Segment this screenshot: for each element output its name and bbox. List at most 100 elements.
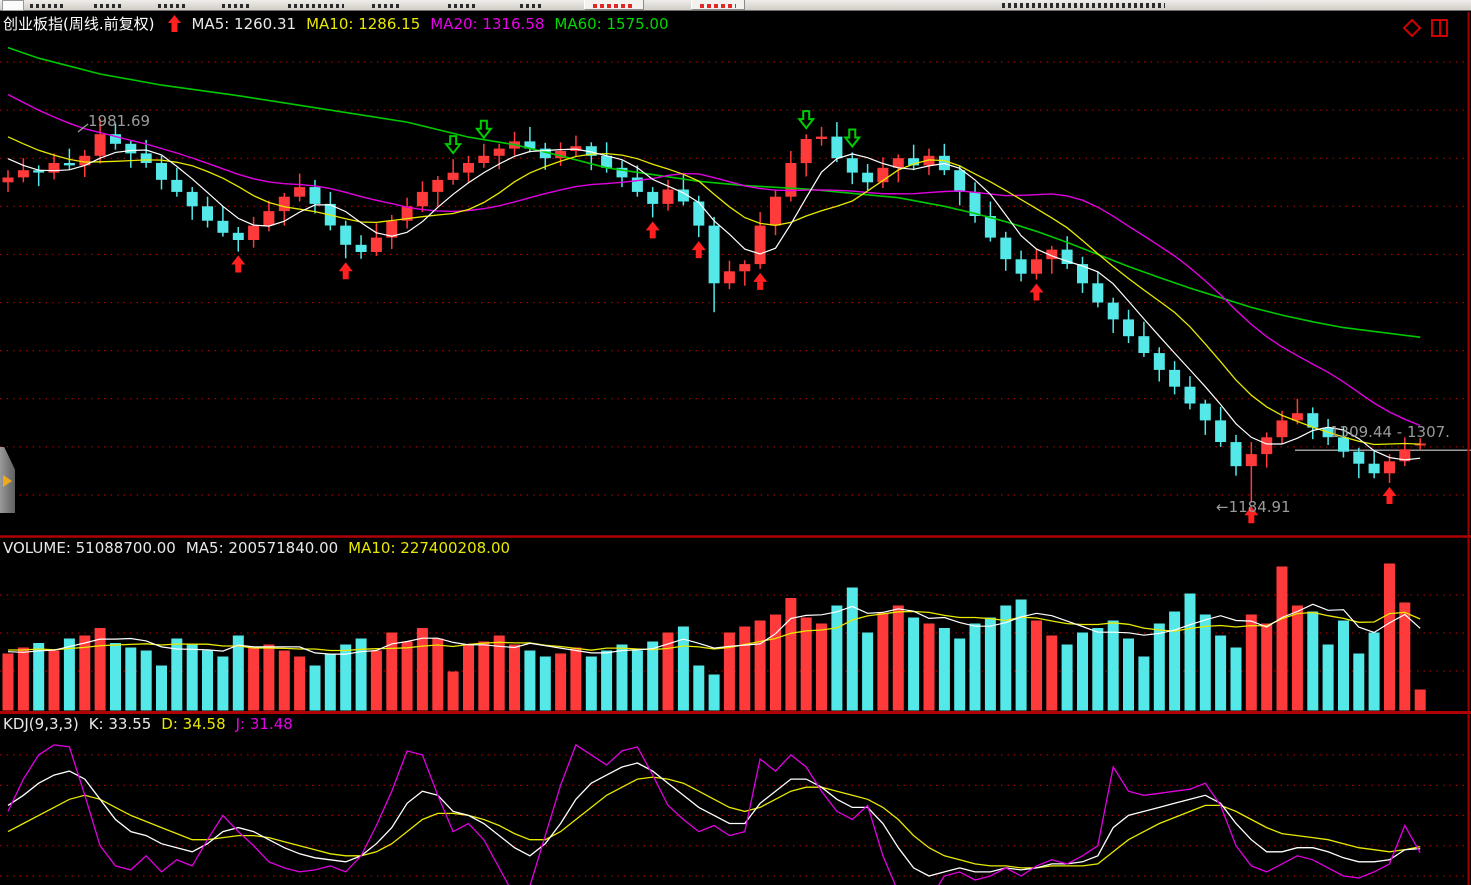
- volume-bar[interactable]: [63, 638, 75, 711]
- candle[interactable]: [1230, 442, 1242, 467]
- volume-bar[interactable]: [94, 628, 106, 711]
- volume-bar[interactable]: [324, 653, 336, 711]
- volume-bar[interactable]: [770, 614, 781, 711]
- volume-bar[interactable]: [401, 641, 413, 711]
- candle[interactable]: [110, 134, 121, 144]
- volume-bar[interactable]: [1184, 593, 1196, 711]
- candle[interactable]: [217, 220, 229, 233]
- volume-bar[interactable]: [1368, 632, 1380, 711]
- candle[interactable]: [79, 155, 91, 166]
- volume-bar[interactable]: [278, 650, 290, 711]
- candle[interactable]: [1353, 451, 1365, 464]
- volume-bar[interactable]: [125, 647, 137, 711]
- candle[interactable]: [616, 167, 628, 178]
- volume-bar[interactable]: [2, 653, 14, 711]
- volume-bar[interactable]: [984, 617, 996, 711]
- volume-bar[interactable]: [662, 632, 674, 711]
- candle[interactable]: [969, 191, 981, 216]
- volume-bar[interactable]: [140, 650, 152, 711]
- volume-bar[interactable]: [739, 626, 751, 711]
- volume-bar[interactable]: [1338, 620, 1349, 711]
- volume-bar[interactable]: [509, 644, 520, 711]
- toolbar-menu-item[interactable]: [222, 4, 252, 8]
- volume-bar[interactable]: [217, 656, 229, 711]
- volume-bar[interactable]: [416, 628, 428, 711]
- candle[interactable]: [432, 179, 444, 192]
- candle[interactable]: [708, 225, 720, 284]
- volume-bar[interactable]: [1215, 635, 1227, 711]
- volume-bar[interactable]: [1230, 647, 1242, 711]
- volume-bar[interactable]: [186, 644, 198, 711]
- candle[interactable]: [1046, 249, 1058, 260]
- candle[interactable]: [63, 163, 75, 166]
- candle[interactable]: [677, 189, 689, 202]
- candle[interactable]: [1077, 264, 1088, 284]
- sidebar-collapse-handle[interactable]: [0, 447, 15, 513]
- candle[interactable]: [524, 141, 536, 149]
- candle[interactable]: [416, 191, 428, 207]
- candle[interactable]: [1123, 319, 1134, 337]
- volume-bar[interactable]: [1092, 628, 1104, 711]
- candle[interactable]: [539, 148, 551, 159]
- candle[interactable]: [355, 244, 367, 252]
- volume-bar[interactable]: [202, 650, 213, 711]
- toolbar-menu-item[interactable]: [158, 4, 188, 8]
- candle[interactable]: [478, 155, 490, 163]
- candle[interactable]: [693, 201, 705, 226]
- volume-bar[interactable]: [555, 653, 567, 711]
- candle[interactable]: [1000, 237, 1012, 260]
- volume-bar[interactable]: [785, 598, 797, 711]
- candle[interactable]: [601, 155, 613, 168]
- volume-bar[interactable]: [923, 623, 935, 711]
- candle[interactable]: [1199, 403, 1211, 421]
- volume-bar[interactable]: [463, 644, 474, 711]
- candle[interactable]: [33, 170, 45, 173]
- volume-bar[interactable]: [585, 656, 597, 711]
- toolbar-menu-item[interactable]: [288, 4, 344, 8]
- candle[interactable]: [862, 172, 874, 183]
- volume-bar[interactable]: [1414, 689, 1426, 711]
- candle[interactable]: [877, 167, 889, 183]
- volume-bar[interactable]: [1153, 623, 1165, 711]
- candle[interactable]: [263, 211, 275, 226]
- volume-bar[interactable]: [17, 647, 29, 711]
- volume-bar[interactable]: [862, 632, 874, 711]
- candle[interactable]: [156, 163, 167, 180]
- candle[interactable]: [723, 271, 735, 284]
- toolbar-red-button[interactable]: [691, 0, 745, 10]
- volume-bar[interactable]: [1261, 623, 1273, 711]
- candle[interactable]: [954, 170, 966, 192]
- volume-bar[interactable]: [831, 605, 843, 711]
- volume-bar[interactable]: [1291, 605, 1303, 711]
- candle[interactable]: [278, 196, 290, 212]
- candle[interactable]: [800, 139, 812, 164]
- candle[interactable]: [1414, 443, 1426, 446]
- volume-bar[interactable]: [754, 620, 766, 711]
- candle[interactable]: [94, 134, 106, 156]
- candle[interactable]: [447, 172, 459, 180]
- volume-bar[interactable]: [1138, 656, 1150, 711]
- volume-bar[interactable]: [800, 617, 812, 711]
- candle[interactable]: [585, 146, 597, 156]
- candle[interactable]: [1138, 336, 1150, 353]
- volume-bar[interactable]: [1107, 620, 1119, 711]
- volume-bar[interactable]: [1399, 602, 1411, 711]
- candle[interactable]: [340, 225, 352, 245]
- toolbar-menu-item[interactable]: [448, 4, 476, 8]
- candle[interactable]: [1307, 413, 1319, 428]
- volume-bar[interactable]: [478, 641, 490, 711]
- candle[interactable]: [647, 191, 659, 204]
- volume-bar[interactable]: [908, 617, 920, 711]
- volume-bar[interactable]: [248, 647, 260, 711]
- candle[interactable]: [739, 264, 751, 272]
- volume-bar[interactable]: [447, 671, 459, 711]
- volume-bar[interactable]: [1123, 638, 1134, 711]
- candle[interactable]: [846, 158, 858, 173]
- volume-bar[interactable]: [816, 623, 827, 711]
- volume-bar[interactable]: [846, 587, 858, 711]
- candle[interactable]: [48, 163, 60, 173]
- candle[interactable]: [2, 177, 14, 183]
- volume-bar[interactable]: [1322, 644, 1334, 711]
- volume-bar[interactable]: [79, 635, 91, 711]
